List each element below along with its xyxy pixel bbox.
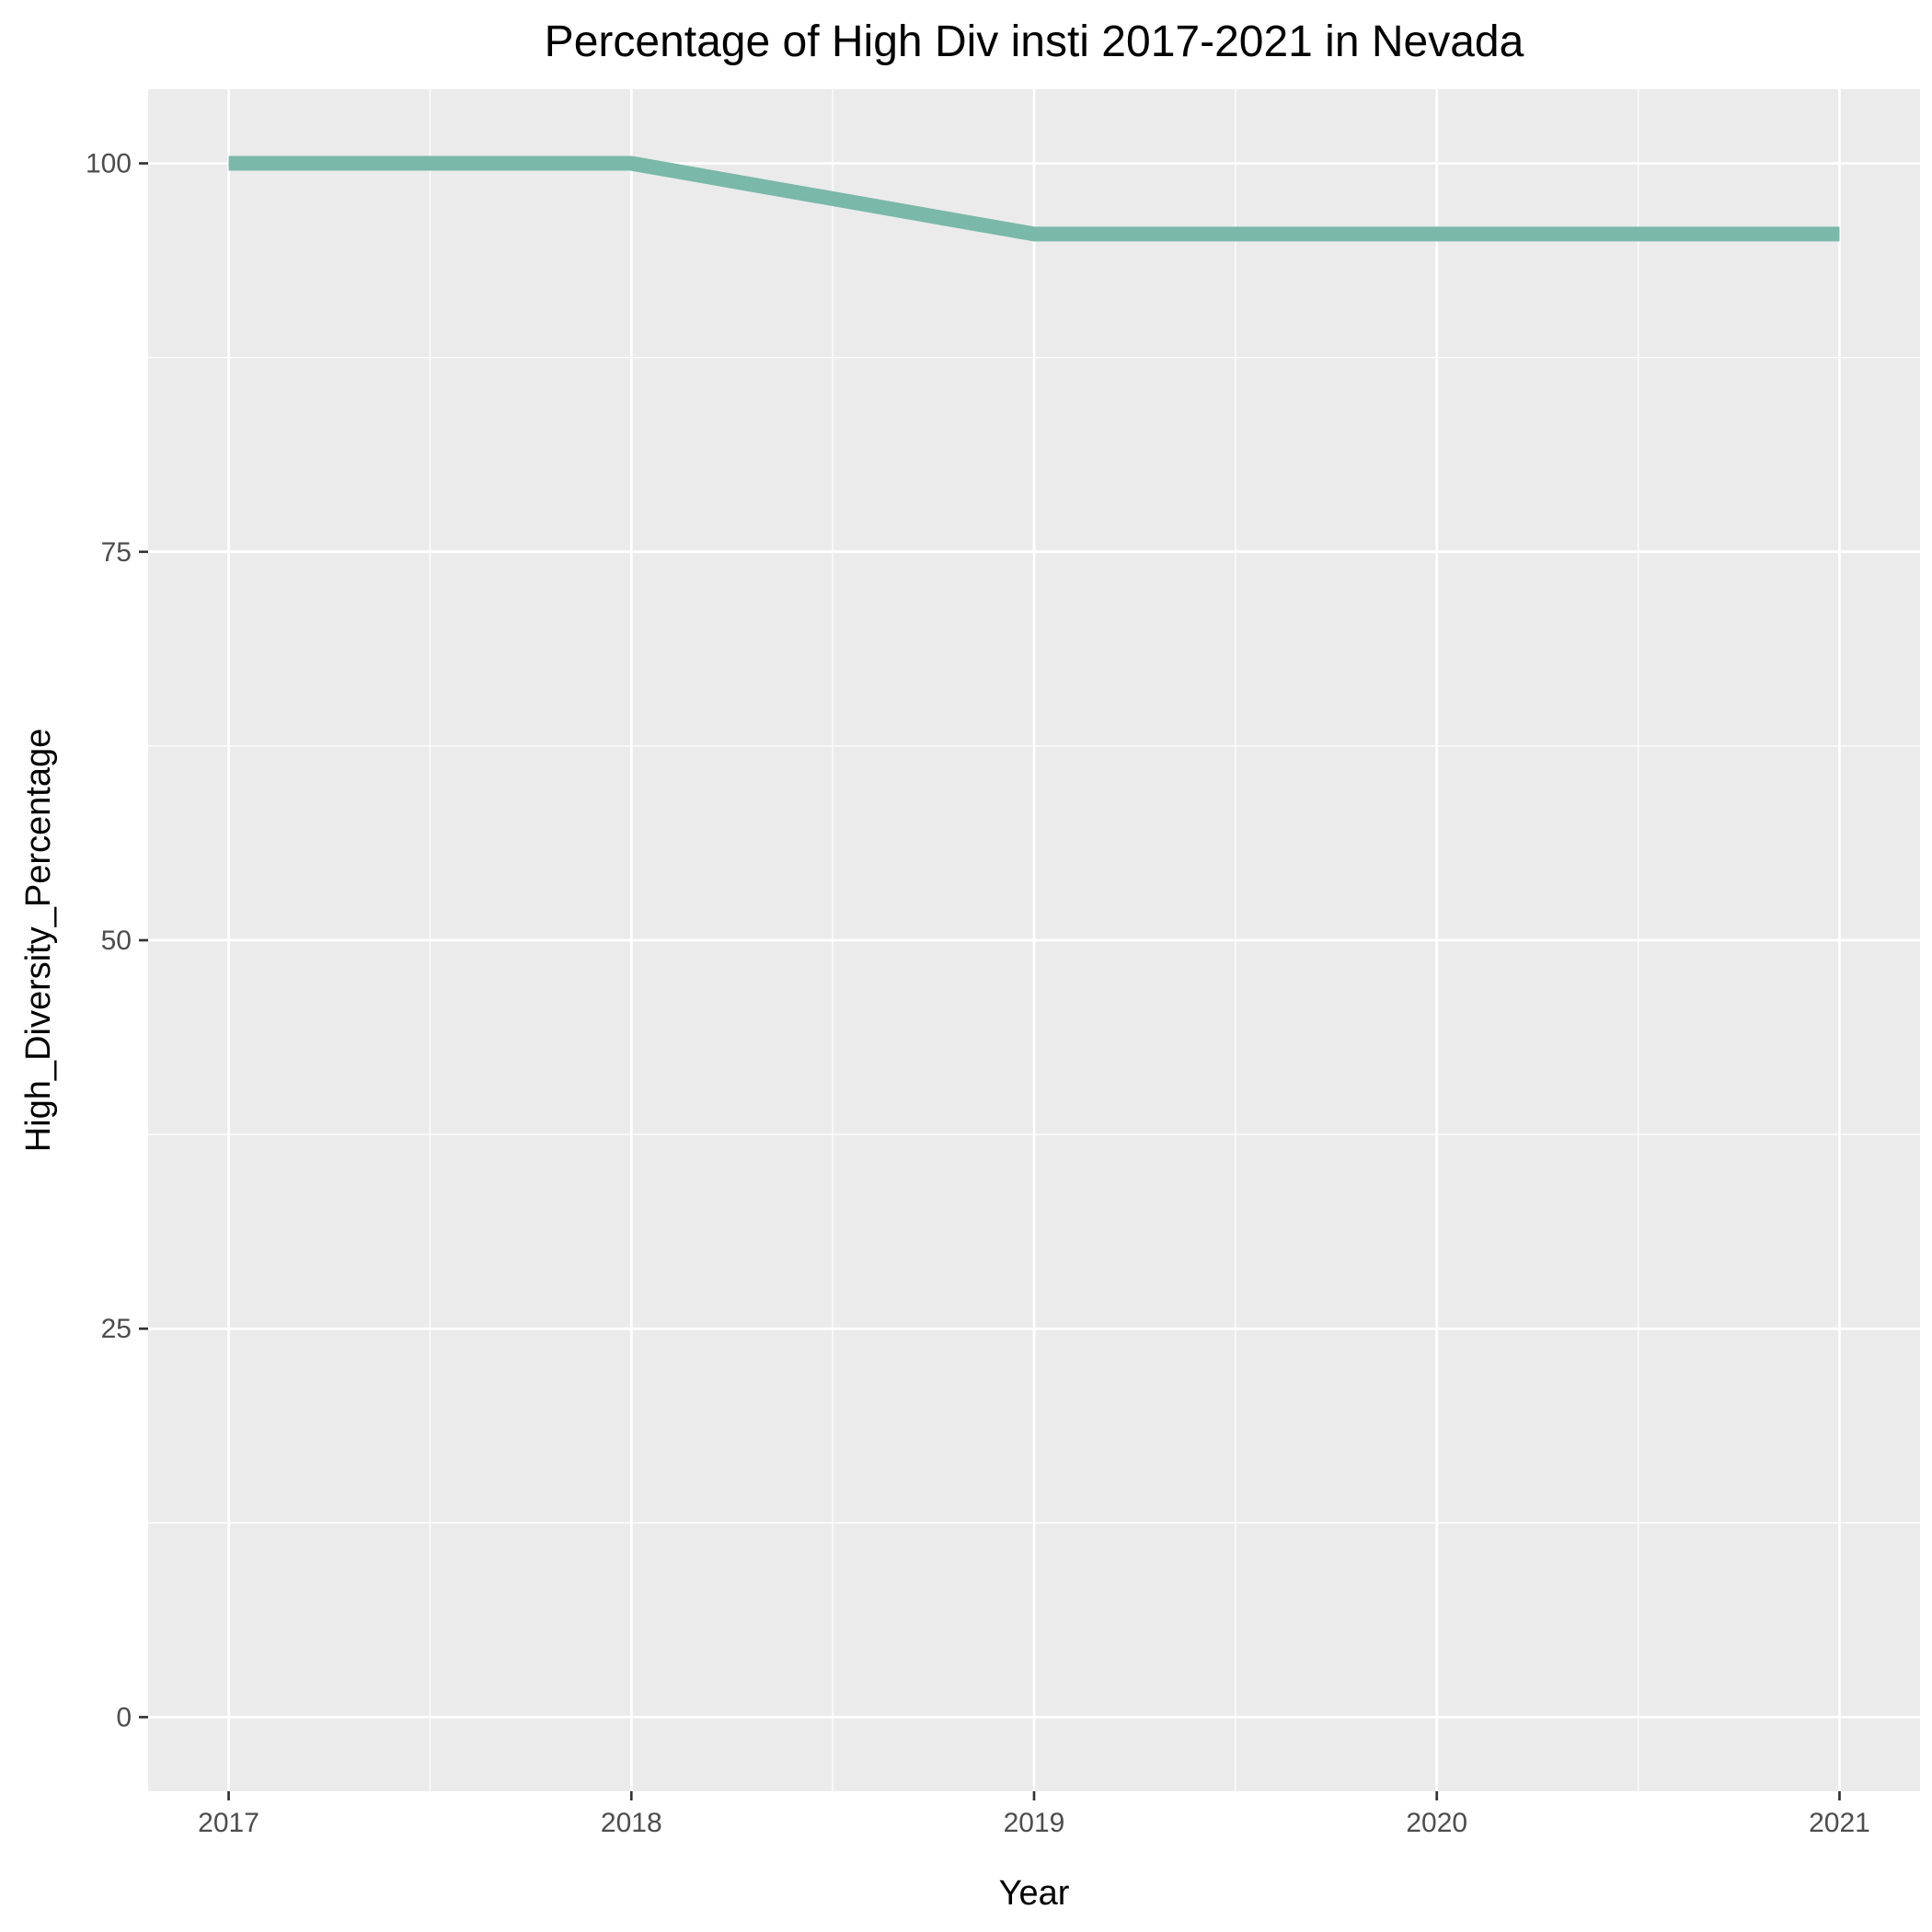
x-axis: 2017 2018 2019 2020 2021 <box>198 1791 1870 1838</box>
series-line-0 <box>228 155 1840 242</box>
data-lines <box>228 155 1840 242</box>
y-axis-title: High_Diversity_Percentage <box>19 729 58 1152</box>
y-axis: 0 25 50 75 100 <box>86 149 148 1732</box>
x-tick-label: 2021 <box>1809 1808 1870 1838</box>
x-tick-label: 2017 <box>198 1808 259 1838</box>
y-tick-label: 100 <box>86 149 132 179</box>
y-tick-label: 25 <box>101 1314 132 1344</box>
x-tick-label: 2020 <box>1406 1808 1467 1838</box>
x-tick-label: 2019 <box>1004 1808 1065 1838</box>
chart-title: Percentage of High Div insti 2017-2021 i… <box>545 17 1524 66</box>
y-tick-label: 0 <box>116 1702 132 1732</box>
x-axis-title: Year <box>999 1874 1070 1913</box>
y-tick-label: 75 <box>101 537 132 568</box>
y-tick-label: 50 <box>101 926 132 956</box>
x-tick-label: 2018 <box>601 1808 662 1838</box>
